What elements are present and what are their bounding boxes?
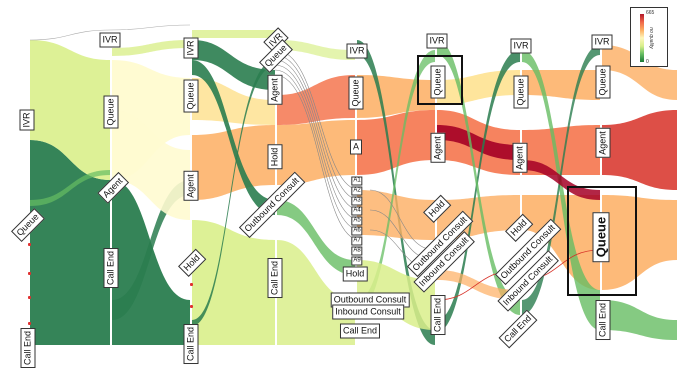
node-queue[interactable]: Queue: [103, 95, 119, 129]
node-ivr[interactable]: IVR: [346, 43, 368, 59]
marker-dot: [28, 272, 31, 275]
node-a[interactable]: A: [349, 139, 363, 155]
flow-callend-to-ivr-5: [357, 50, 435, 312]
node-call-end[interactable]: Call End: [339, 323, 381, 339]
node-ivr[interactable]: IVR: [510, 38, 532, 54]
thin-flow: [274, 69, 361, 231]
node-agent[interactable]: Agent: [595, 128, 611, 158]
node-ivr[interactable]: IVR: [591, 34, 613, 50]
flow-ivr-to-queue-3: [192, 40, 275, 90]
flow-bands: [29, 24, 677, 345]
flow-queue-top-4: [277, 40, 355, 60]
node-a1[interactable]: A1: [351, 176, 363, 186]
node-a7[interactable]: A7: [351, 236, 363, 246]
legend-color-scale: [640, 14, 644, 62]
node-hold[interactable]: Hold: [267, 144, 283, 170]
node-queue[interactable]: Queue: [513, 75, 529, 109]
node-outbound-consult[interactable]: Outbound Consult: [330, 292, 410, 308]
flow-agent-to-hold-3: [192, 125, 275, 200]
thin-flow: [274, 74, 361, 241]
flow-agent-to-edge: [602, 110, 677, 190]
node-queue[interactable]: Queue: [183, 79, 199, 113]
marker-dot: [28, 322, 31, 325]
flow-callend-to-edge: [602, 300, 677, 340]
flow-red-band-7: [522, 160, 600, 200]
node-call-end[interactable]: Call End: [183, 323, 199, 365]
flow-a-to-agent-5: [357, 110, 435, 175]
node-a9[interactable]: A9: [351, 256, 363, 266]
flow-agent-to-callend-3: [192, 220, 275, 345]
node-call-end[interactable]: Call End: [595, 299, 611, 341]
marker-dot: [190, 283, 193, 286]
flow-ivr-to-callend-7: [522, 50, 600, 330]
flow-agent-to-ivr-4: [277, 75, 355, 125]
flow-ivr-to-queue: [30, 40, 110, 180]
legend-title: no quality: [648, 27, 654, 49]
flow-ivr-to-callend: [30, 140, 110, 345]
flow-queue-to-agent: [30, 170, 110, 206]
legend-max-value: 665: [646, 10, 655, 16]
thin-flow: [274, 54, 361, 201]
flow-queue-to-queue-7: [522, 70, 600, 100]
node-queue[interactable]: Queue: [348, 76, 364, 110]
node-hold[interactable]: Hold: [342, 266, 368, 282]
flow-callend-to-callend-6: [437, 270, 520, 300]
node-a3[interactable]: A3: [351, 196, 363, 206]
node-ivr[interactable]: IVR: [19, 109, 35, 131]
legend-min-value: 0: [646, 59, 649, 65]
node-queue-zoomed[interactable]: Queue: [592, 211, 610, 263]
flow-ivr-top-3: [192, 30, 275, 38]
thin-flow: [274, 59, 361, 211]
color-legend: 665 0 no quality: [630, 7, 668, 67]
node-call-end[interactable]: Call End: [430, 294, 446, 336]
flow-agent-to-agent-7: [522, 125, 600, 175]
node-call-end[interactable]: Call End: [267, 257, 283, 299]
flow-a-to-hold-5: [357, 190, 435, 240]
node-queue[interactable]: Queue: [595, 65, 611, 99]
flow-queue-to-edge: [602, 195, 677, 290]
node-ivr[interactable]: IVR: [183, 37, 199, 59]
flow-hold-to-agent-4: [277, 120, 355, 185]
thin-flow: [274, 49, 361, 191]
node-a2[interactable]: A2: [351, 186, 363, 196]
marker-dot: [28, 243, 31, 246]
node-a6[interactable]: A6: [351, 226, 363, 236]
flow-outbound-to-a-4: [277, 200, 355, 275]
thin-flow: [29, 29, 111, 41]
node-a5[interactable]: A5: [351, 216, 363, 226]
highlight-frame-queue: [417, 55, 463, 105]
node-ivr[interactable]: IVR: [99, 32, 121, 48]
flow-callend-to-agent-2: [112, 180, 190, 320]
node-a4[interactable]: A4: [351, 206, 363, 216]
node-call-end[interactable]: Call End: [20, 327, 36, 368]
thin-flow: [109, 24, 191, 31]
flow-queue-to-agent-2: [112, 110, 190, 220]
flow-ivr-to-callend-5: [357, 40, 435, 345]
highlight-frame-queue-zoom: [567, 186, 637, 296]
node-call-end[interactable]: Call End: [103, 247, 119, 289]
node-queue[interactable]: Queue: [430, 65, 446, 99]
node-agent[interactable]: Agent: [430, 133, 446, 163]
flow-queue-to-ivr-2: [112, 40, 190, 56]
flow-ivr-to-edge: [602, 45, 677, 100]
node-a8[interactable]: A8: [351, 246, 363, 256]
marker-dot: [190, 305, 193, 308]
node-inbound-consult[interactable]: Inbound Consult: [332, 304, 404, 320]
node-agent[interactable]: Agent: [267, 75, 283, 105]
node-agent[interactable]: Agent: [512, 143, 528, 173]
node-ivr[interactable]: IVR: [426, 33, 448, 49]
marker-dot: [28, 296, 31, 299]
node-agent[interactable]: Agent: [183, 171, 199, 201]
thin-flow: [274, 64, 361, 221]
flow-agent-to-queue-6: [437, 125, 520, 160]
